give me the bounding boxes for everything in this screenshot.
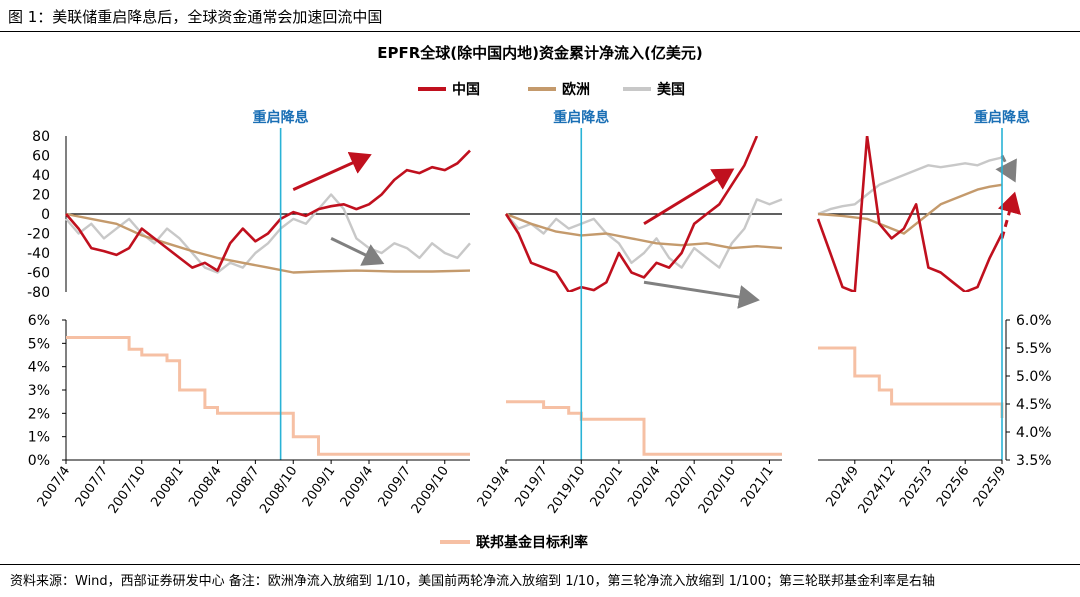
legend-label-europe: 欧洲 xyxy=(562,81,590,98)
top-y-tick-label: -20 xyxy=(27,227,50,243)
figure-title: 图 1：美联储重启降息后，全球资金通常会加速回流中国 xyxy=(8,8,383,26)
rate-cut-label-2: 重启降息 xyxy=(553,109,609,126)
left-y-tick-label: 2% xyxy=(28,406,50,422)
footnote: 资料来源：Wind，西部证券研发中心 备注：欧洲净流入放缩到 1/10，美国前两… xyxy=(10,574,936,589)
trend-arrow-3-1 xyxy=(995,154,1017,183)
trend-arrow-2-2 xyxy=(643,280,760,309)
fed-rate-line-period-1 xyxy=(66,336,470,456)
top-y-tick-label: 20 xyxy=(32,188,50,204)
top-y-tick-label: 0 xyxy=(41,207,50,223)
series-line-us-period-2 xyxy=(505,198,783,269)
x-tick-label: 2007/10 xyxy=(106,464,149,517)
x-tick-label: 2020/4 xyxy=(625,464,664,510)
bottom-right-y-axis: 6.0% 5.5% 5.0% 4.5% 4.0% 3.5% xyxy=(1005,313,1052,469)
series-line-europe-period-1 xyxy=(65,212,471,274)
trend-arrow-2-1 xyxy=(643,168,735,226)
series-line-europe-period-3 xyxy=(817,183,1003,235)
x-tick-label: 2025/3 xyxy=(897,464,936,510)
series-line-europe-period-2 xyxy=(505,212,783,250)
x-tick-label: 2009/4 xyxy=(338,464,377,510)
left-y-tick-label: 1% xyxy=(28,430,50,446)
legend-label-us: 美国 xyxy=(657,81,685,98)
top-y-tick-label: -60 xyxy=(27,266,50,282)
x-tick-label: 2009/10 xyxy=(409,464,452,517)
x-tick-label: 2021/1 xyxy=(738,464,777,510)
x-tick-label: 2009/7 xyxy=(376,464,415,510)
series-line-china-period-2 xyxy=(504,136,759,292)
x-tick-label: 2008/4 xyxy=(186,464,225,510)
fed-rate-line-period-3 xyxy=(818,346,1004,418)
right-y-tick-label: 5.0% xyxy=(1016,369,1052,385)
fed-rate-line-period-2 xyxy=(506,400,782,456)
x-tick-label: 2020/10 xyxy=(696,464,739,517)
chart-title: EPFR全球(除中国内地)资金累计净流入(亿美元) xyxy=(377,44,702,62)
left-y-tick-label: 5% xyxy=(28,336,50,352)
x-tick-label: 2019/4 xyxy=(475,464,514,510)
left-y-tick-label: 4% xyxy=(28,360,50,376)
right-y-tick-label: 6.0% xyxy=(1016,313,1052,329)
x-tick-label: 2025/9 xyxy=(971,464,1010,510)
series-line-china-period-1 xyxy=(65,149,471,272)
top-rule xyxy=(0,31,1080,32)
rate-cut-label-3: 重启降息 xyxy=(974,109,1030,126)
top-y-tick-label: 60 xyxy=(32,149,50,165)
series-line-china-period-3 xyxy=(816,136,1004,292)
legend-label-fed: 联邦基金目标利率 xyxy=(476,534,588,551)
x-tick-label: 2007/4 xyxy=(35,464,74,510)
left-y-tick-label: 0% xyxy=(28,453,50,469)
legend: 中国 欧洲 美国 xyxy=(418,81,685,98)
left-y-tick-label: 3% xyxy=(28,383,50,399)
top-y-tick-label: 80 xyxy=(32,129,50,145)
x-tick-label: 2020/1 xyxy=(588,464,627,510)
right-y-tick-label: 4.0% xyxy=(1016,425,1052,441)
bottom-left-y-axis: 6% 5% 4% 3% 2% 1% 0% xyxy=(28,313,67,469)
top-y-tick-label: 40 xyxy=(32,168,50,184)
top-y-tick-label: -80 xyxy=(27,285,50,301)
trend-arrow-3-2 xyxy=(997,191,1021,239)
trend-arrow-1-1 xyxy=(292,151,372,191)
trend-arrow-1-2 xyxy=(330,237,385,266)
top-y-tick-label: -40 xyxy=(27,246,50,262)
x-tick-label: 2007/7 xyxy=(73,464,112,510)
x-tick-label: 2008/7 xyxy=(224,464,263,510)
chart: EPFR全球(除中国内地)资金累计净流入(亿美元) 中国 欧洲 美国 80 60 4… xyxy=(27,44,1052,551)
top-y-axis: 80 60 40 20 0 -20 -40 -60 -80 xyxy=(27,129,50,301)
right-y-tick-label: 5.5% xyxy=(1016,341,1052,357)
left-y-tick-label: 6% xyxy=(28,313,50,329)
x-tick-label: 2024/9 xyxy=(824,464,863,510)
x-tick-label: 2009/1 xyxy=(300,464,339,510)
series-line-us-period-1 xyxy=(65,193,471,274)
x-tick-label: 2025/6 xyxy=(934,464,973,510)
x-tick-label: 2019/10 xyxy=(545,464,588,517)
rate-cut-label-1: 重启降息 xyxy=(253,109,309,126)
x-tick-label: 2024/12 xyxy=(856,464,899,517)
bottom-rule xyxy=(0,564,1080,565)
legend-label-china: 中国 xyxy=(452,81,480,98)
x-tick-label: 2019/7 xyxy=(512,464,551,510)
fed-legend: 联邦基金目标利率 xyxy=(440,534,588,551)
x-tick-label: 2008/10 xyxy=(257,464,300,517)
x-tick-label: 2008/1 xyxy=(148,464,187,510)
x-tick-label: 2020/7 xyxy=(663,464,702,510)
right-y-tick-label: 3.5% xyxy=(1016,453,1052,469)
right-y-tick-label: 4.5% xyxy=(1016,397,1052,413)
series-line-us-period-3 xyxy=(817,156,1003,216)
